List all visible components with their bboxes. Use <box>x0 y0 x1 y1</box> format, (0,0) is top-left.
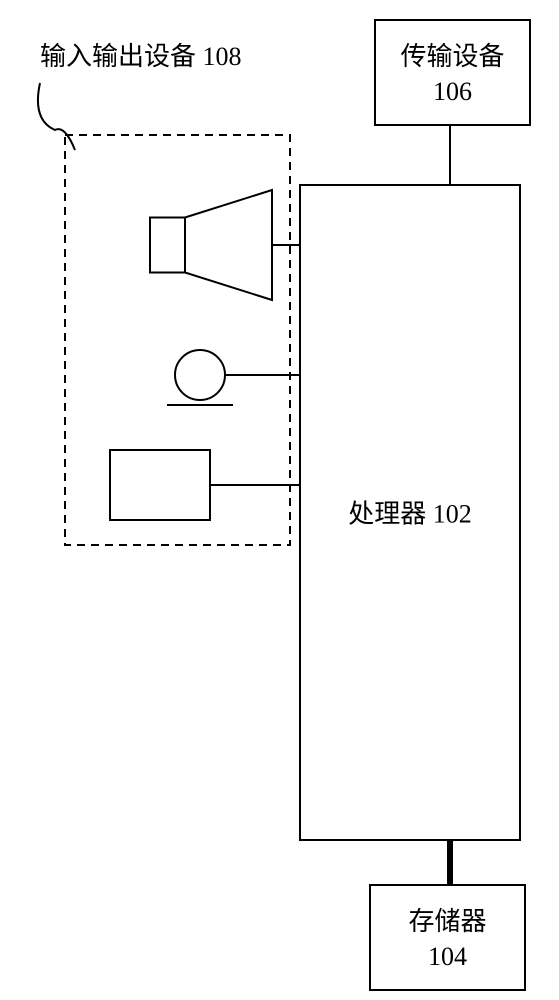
rect-device <box>110 450 210 520</box>
io-device-label: 输入输出设备 108 <box>40 42 242 71</box>
transmission-label: 传输设备 <box>400 42 504 71</box>
io-device-group <box>65 135 290 545</box>
circle-device <box>175 350 225 400</box>
speaker-base <box>150 218 185 273</box>
block-diagram: 输入输出设备 108 传输设备 106 处理器 102 存储器 104 <box>0 0 559 1000</box>
transmission-number: 106 <box>433 77 472 106</box>
speaker-horn <box>185 190 272 300</box>
transmission-device-box <box>375 20 530 125</box>
bracket-arc <box>38 83 75 150</box>
processor-label: 处理器 102 <box>348 500 472 529</box>
memory-label: 存储器 <box>408 907 486 936</box>
memory-number: 104 <box>428 942 467 971</box>
memory-box <box>370 885 525 990</box>
